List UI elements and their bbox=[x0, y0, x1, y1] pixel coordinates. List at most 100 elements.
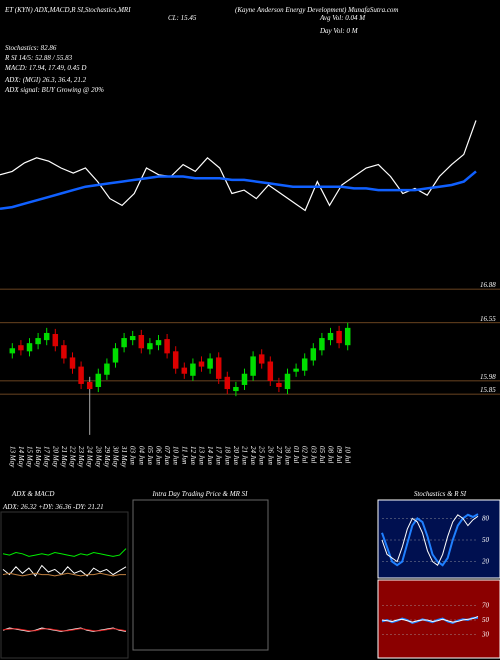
panel-title: Stochastics & R SI bbox=[414, 490, 467, 498]
candle-body bbox=[190, 363, 196, 376]
candle-body bbox=[284, 373, 291, 390]
header-text: Day Vol: 0 M bbox=[319, 27, 359, 35]
candle-body bbox=[26, 343, 33, 352]
candle-body bbox=[233, 386, 239, 392]
candle-body bbox=[241, 373, 248, 385]
candle-body bbox=[138, 335, 145, 349]
y-tick-label: 50 bbox=[482, 536, 490, 544]
x-tick-label: 16 May bbox=[34, 446, 42, 468]
series-line bbox=[2, 564, 127, 577]
adx-panel bbox=[0, 511, 129, 659]
header-text: (Kayne Anderson Energy Development) Muna… bbox=[235, 6, 399, 14]
header-text: CL: 15.45 bbox=[168, 14, 197, 22]
candle-body bbox=[164, 339, 170, 354]
x-tick-label: 09 Jul bbox=[335, 446, 343, 463]
panel-title: Intra Day Trading Price & MR SI bbox=[152, 490, 249, 498]
x-tick-label: 27 Jun bbox=[275, 446, 283, 465]
x-tick-label: 18 Jun bbox=[223, 446, 231, 465]
x-tick-label: 24 May bbox=[86, 446, 94, 468]
x-tick-label: 01 Jul bbox=[292, 446, 300, 463]
candle-body bbox=[9, 348, 16, 354]
candle-body bbox=[121, 338, 127, 348]
series-line bbox=[2, 572, 126, 577]
panel-subtitle: ADX: 26.32 +DY: 36.36 -DY: 21.21 bbox=[2, 503, 104, 511]
series-line bbox=[0, 120, 477, 212]
x-tick-label: 15 May bbox=[26, 446, 34, 468]
header-text: ADX signal: BUY Growing @ 20% bbox=[4, 86, 104, 94]
x-tick-label: 14 Jun bbox=[206, 446, 214, 465]
x-tick-label: 03 Jul bbox=[309, 446, 317, 463]
x-tick-label: 20 May bbox=[51, 446, 59, 468]
series-line bbox=[381, 513, 479, 567]
x-tick-label: 13 May bbox=[8, 446, 16, 468]
candle-body bbox=[112, 348, 119, 363]
candle-body bbox=[215, 357, 222, 379]
x-tick-label: 30 May bbox=[112, 445, 120, 468]
candle-body bbox=[155, 340, 162, 346]
series-line bbox=[2, 628, 127, 632]
y-tick-label: 20 bbox=[482, 558, 490, 566]
candle-body bbox=[172, 351, 179, 369]
candle-body bbox=[61, 345, 67, 359]
panel-title: ADX & MACD bbox=[11, 490, 54, 498]
x-tick-label: 05 Jun bbox=[146, 446, 154, 465]
candle-body bbox=[181, 367, 188, 374]
y-tick-label: 70 bbox=[482, 602, 490, 610]
x-tick-label: 13 Jun bbox=[198, 446, 206, 465]
x-tick-label: 03 Jun bbox=[129, 446, 137, 465]
intraday-panel bbox=[132, 499, 269, 651]
y-tick-label: 30 bbox=[481, 630, 490, 638]
candle-body bbox=[69, 357, 76, 369]
x-tick-label: 06 Jun bbox=[155, 446, 163, 465]
x-tick-label: 04 Jun bbox=[137, 446, 145, 465]
price-level-label: 16.88 bbox=[480, 281, 496, 289]
candle-body bbox=[258, 354, 265, 364]
x-tick-label: 28 May bbox=[94, 446, 102, 468]
x-tick-label: 21 May bbox=[60, 446, 68, 468]
candle-body bbox=[43, 332, 50, 341]
x-tick-label: 22 May bbox=[69, 446, 77, 468]
candle-body bbox=[129, 336, 136, 341]
candle-body bbox=[250, 356, 256, 376]
series-line bbox=[0, 170, 477, 211]
candle-body bbox=[198, 361, 205, 367]
candle-body bbox=[95, 373, 102, 387]
x-tick-label: 31 May bbox=[120, 445, 128, 468]
candle-body bbox=[301, 358, 308, 371]
candle-body bbox=[78, 366, 84, 384]
x-tick-label: 07 Jun bbox=[163, 446, 171, 465]
candle-body bbox=[327, 332, 334, 341]
candle-body bbox=[35, 338, 41, 345]
x-tick-label: 28 Jun bbox=[284, 446, 292, 465]
candle-body bbox=[147, 343, 153, 350]
x-tick-label: 05 Jul bbox=[318, 446, 326, 463]
x-tick-label: 24 Jun bbox=[249, 446, 257, 465]
candle-body bbox=[319, 338, 325, 351]
candle-body bbox=[336, 330, 342, 344]
x-tick-label: 21 Jun bbox=[241, 446, 249, 465]
header-text: Avg Vol: 0.04 M bbox=[319, 14, 366, 22]
x-tick-label: 14 May bbox=[17, 446, 25, 468]
y-tick-label: 80 bbox=[482, 514, 490, 522]
price-level-label: 15.85 bbox=[480, 386, 496, 394]
x-tick-label: 11 Jun bbox=[180, 446, 188, 465]
series-line bbox=[381, 615, 479, 623]
candle-body bbox=[310, 348, 317, 361]
header-text: R SI 14/5: 52.88 / 55.83 bbox=[4, 54, 73, 62]
price-level-label: 16.55 bbox=[480, 315, 496, 323]
x-tick-label: 10 Jul bbox=[344, 446, 352, 463]
candle-body bbox=[267, 361, 274, 381]
candle-body bbox=[293, 368, 299, 372]
series-line bbox=[2, 548, 127, 557]
x-tick-label: 29 May bbox=[103, 446, 111, 468]
candle-body bbox=[52, 333, 59, 347]
series-line bbox=[381, 514, 479, 566]
x-tick-label: 17 May bbox=[43, 446, 51, 468]
candle-body bbox=[344, 327, 351, 346]
header-text: ADX: (MGI) 26.3, 36.4, 21.2 bbox=[4, 76, 87, 84]
x-tick-label: 20 Jun bbox=[232, 446, 240, 465]
x-tick-label: 26 Jun bbox=[266, 446, 274, 465]
candle-body bbox=[18, 345, 24, 351]
candle-body bbox=[224, 376, 231, 390]
